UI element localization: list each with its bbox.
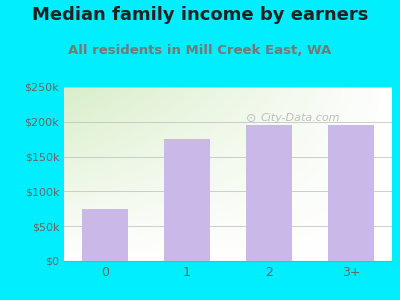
Bar <box>82 209 128 261</box>
Text: Median family income by earners: Median family income by earners <box>32 6 368 24</box>
Text: ⊙: ⊙ <box>246 112 256 125</box>
Text: City-Data.com: City-Data.com <box>261 113 340 123</box>
Text: All residents in Mill Creek East, WA: All residents in Mill Creek East, WA <box>68 44 332 56</box>
Bar <box>328 124 374 261</box>
Bar <box>246 125 292 261</box>
Bar <box>164 139 210 261</box>
